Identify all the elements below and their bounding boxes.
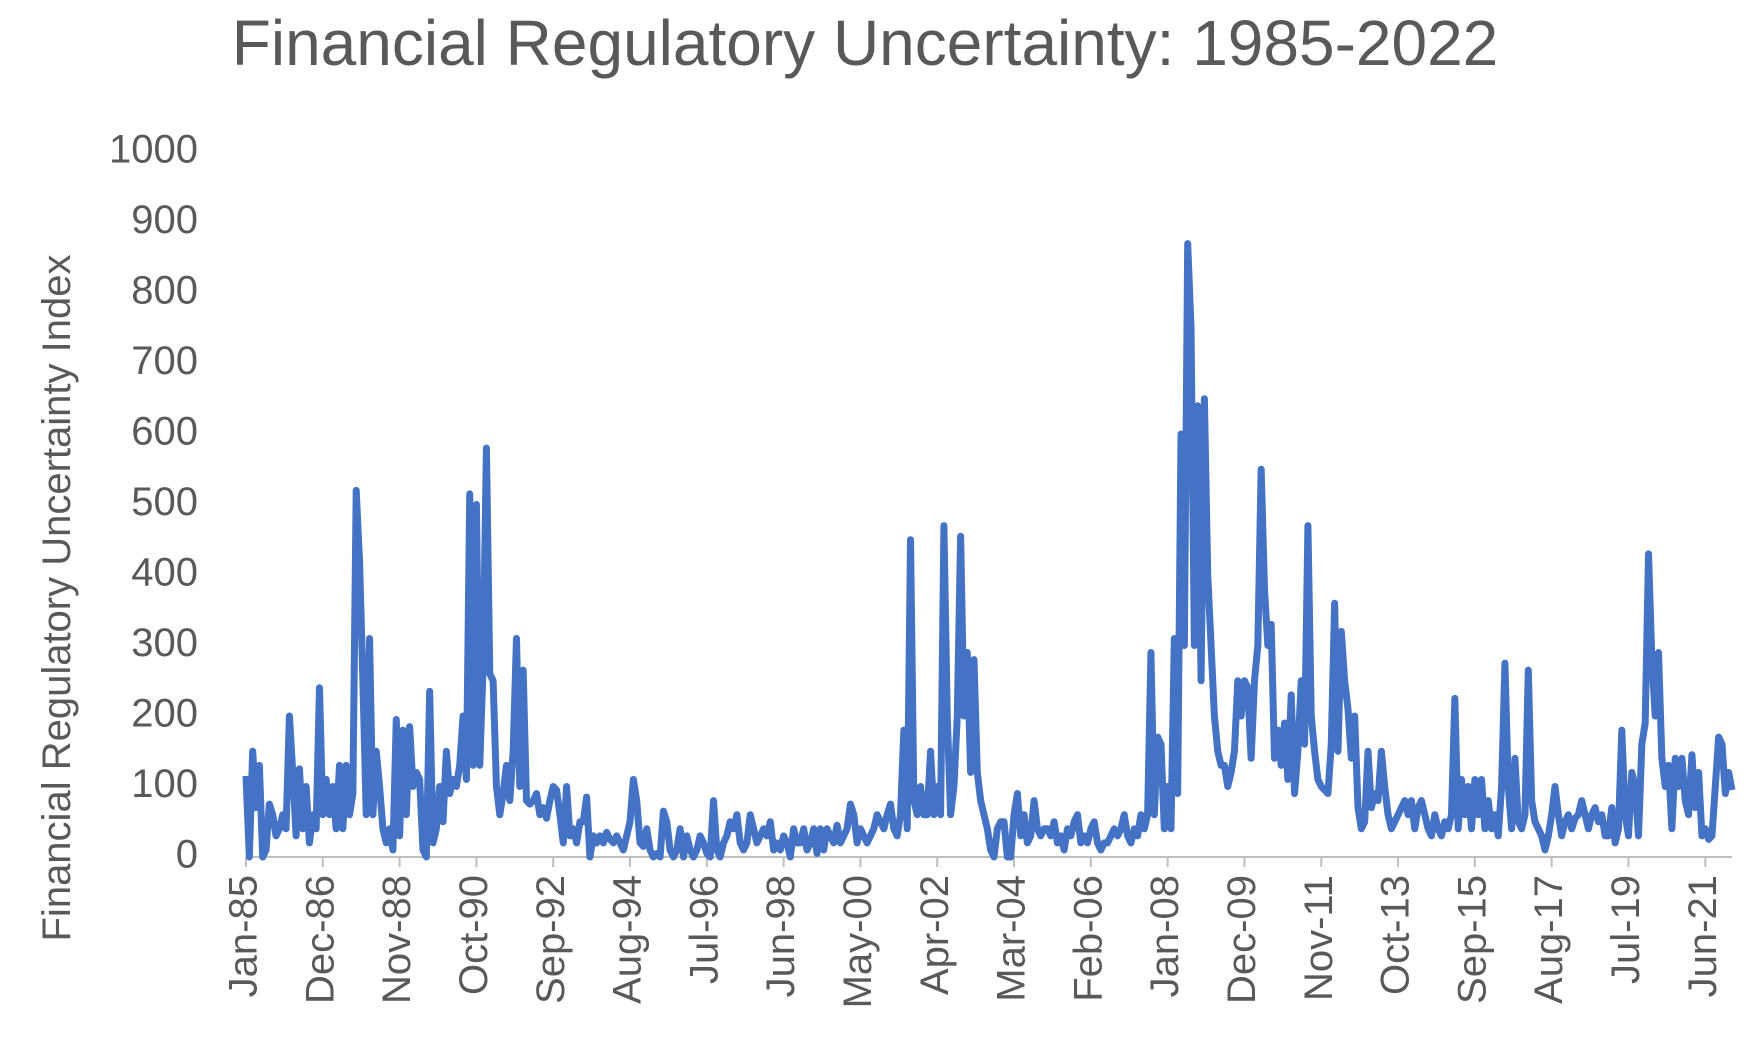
x-tick-label: Jun-21 bbox=[1681, 875, 1725, 997]
x-tick-label: Jun-98 bbox=[759, 875, 803, 997]
x-tick-label: May-00 bbox=[836, 875, 880, 1008]
x-tick-label: Oct-90 bbox=[452, 875, 496, 995]
x-tick-label: Apr-02 bbox=[913, 875, 957, 995]
x-tick-label: Dec-86 bbox=[298, 875, 342, 1004]
x-tick-label: Sep-92 bbox=[529, 875, 573, 1004]
y-tick-label: 900 bbox=[131, 198, 198, 242]
x-tick-label: Jul-96 bbox=[682, 875, 726, 984]
x-tick-label: Oct-13 bbox=[1374, 875, 1418, 995]
y-tick-label: 700 bbox=[131, 339, 198, 383]
y-tick-label: 1000 bbox=[109, 128, 198, 172]
y-axis-label: Financial Regulatory Uncertainty Index bbox=[35, 254, 79, 941]
y-tick-label: 400 bbox=[131, 551, 198, 595]
x-tick-label: Dec-09 bbox=[1220, 875, 1264, 1004]
chart-title: Financial Regulatory Uncertainty: 1985-2… bbox=[232, 7, 1499, 79]
y-tick-label: 500 bbox=[131, 480, 198, 524]
x-tick-label: Jan-08 bbox=[1143, 875, 1187, 997]
y-tick-label: 100 bbox=[131, 762, 198, 806]
x-tick-label: Feb-06 bbox=[1066, 875, 1110, 1002]
y-tick-label: 800 bbox=[131, 269, 198, 313]
x-tick-label: Sep-15 bbox=[1450, 875, 1494, 1004]
x-tick-label: Jul-19 bbox=[1604, 875, 1648, 984]
y-tick-label: 200 bbox=[131, 692, 198, 736]
y-tick-label: 300 bbox=[131, 621, 198, 665]
y-tick-label: 0 bbox=[176, 833, 198, 877]
x-tick-label: Aug-94 bbox=[606, 875, 650, 1004]
x-tick-label: Aug-17 bbox=[1527, 875, 1571, 1004]
x-tick-label: Jan-85 bbox=[222, 875, 266, 997]
x-tick-label: Mar-04 bbox=[990, 875, 1034, 1002]
line bbox=[242, 240, 1736, 861]
x-tick-label: Nov-11 bbox=[1297, 875, 1341, 1001]
y-tick-label: 600 bbox=[131, 410, 198, 454]
x-tick-label: Nov-88 bbox=[375, 875, 419, 1004]
